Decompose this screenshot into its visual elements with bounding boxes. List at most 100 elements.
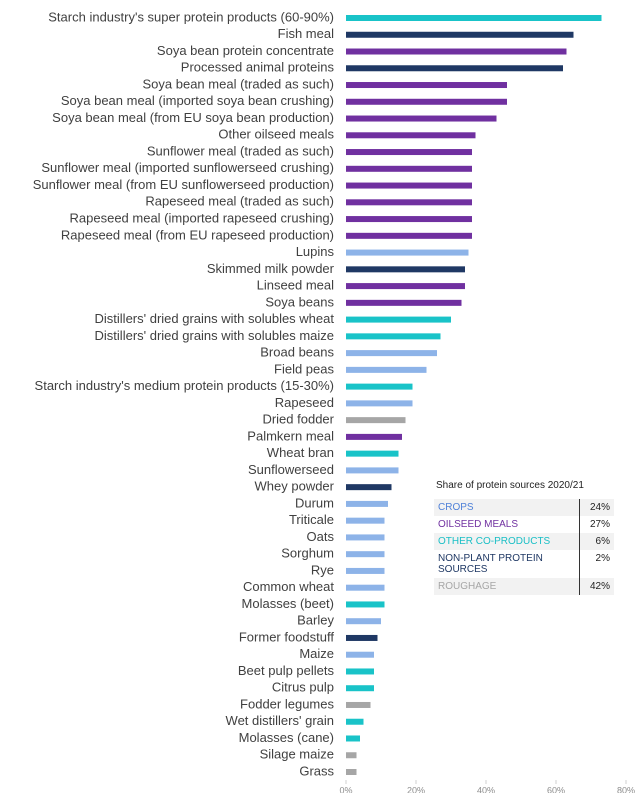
y-tick-label: Linseed meal [257,278,334,293]
y-tick-label: Dried fodder [262,412,334,427]
table-row: NON-PLANT PROTEIN SOURCES 2% [434,550,614,578]
bar [346,333,441,340]
bar [346,534,385,541]
bar [346,735,360,742]
source-cell: OILSEED MEALS [438,519,519,530]
bar [346,299,462,306]
y-tick-label: Silage maize [260,747,334,762]
share-cell: 24% [579,499,614,516]
bar [346,283,465,290]
bar [346,400,413,407]
y-tick-label: Beet pulp pellets [238,663,335,678]
y-tick-label: Barley [297,613,334,628]
y-tick-label: Oats [307,529,335,544]
y-tick-label: Durum [295,495,334,510]
source-cell: NON-PLANT PROTEIN SOURCES [438,553,543,575]
y-tick-label: Soya beans [265,294,334,309]
bar [346,467,399,474]
bar [346,115,497,122]
bar [346,65,563,72]
bar [346,752,357,759]
bar [346,249,469,256]
bar [346,383,413,390]
bar [346,266,465,273]
y-tick-label: Triticale [289,512,334,527]
y-tick-label: Soya bean meal (imported soya bean crush… [61,93,334,108]
y-tick-label: Field peas [274,361,334,376]
x-tick-label: 80% [617,785,635,793]
bar [346,15,602,21]
bar [346,232,472,239]
y-tick-label: Broad beans [260,345,334,360]
bar [346,634,378,641]
y-tick-label: Grass [299,763,334,778]
source-cell: ROUGHAGE [434,578,580,595]
y-tick-label: Starch industry's medium protein product… [35,378,334,393]
bar [346,668,374,675]
y-tick-label: Common wheat [243,579,334,594]
bar [346,484,392,491]
bar [346,31,574,38]
bar [346,132,476,139]
y-tick-label: Sunflower meal (from EU sunflowerseed pr… [33,177,334,192]
x-tick-label: 40% [477,785,495,793]
bar [346,216,472,223]
y-tick-label: Maize [299,646,334,661]
bar [346,618,381,625]
y-tick-label: Sunflowerseed [248,462,334,477]
bar [346,350,437,357]
bar [346,98,507,105]
table-title: Share of protein sources 2020/21 [436,480,584,491]
bar [346,149,472,156]
bar [346,517,385,524]
bar [346,718,364,725]
bar [346,165,472,172]
bar [346,651,374,658]
y-tick-label: Rapeseed meal (traded as such) [145,194,334,209]
y-tick-label: Soya bean protein concentrate [157,43,334,58]
table-row: ROUGHAGE 42% [434,578,614,595]
y-tick-label: Processed animal proteins [181,60,335,75]
bar [346,500,388,507]
y-tick-label: Former foodstuff [239,629,335,644]
bar [346,567,385,574]
bar [346,450,399,457]
bar [346,316,451,323]
y-tick-label: Palmkern meal [247,428,334,443]
share-cell: 42% [579,578,614,595]
y-tick-label: Rapeseed [275,395,334,410]
y-tick-label: Soya bean meal (traded as such) [143,76,335,91]
bar [346,366,427,373]
bar [346,769,357,775]
y-tick-label: Fish meal [278,26,334,41]
y-tick-label: Other oilseed meals [218,127,334,142]
bar [346,182,472,189]
y-tick-label: Sunflower meal (traded as such) [147,143,334,158]
y-tick-label: Wheat bran [267,445,334,460]
bar [346,417,406,424]
y-tick-label: Molasses (cane) [239,730,334,745]
y-tick-label: Lupins [296,244,335,259]
bar [346,701,371,708]
y-tick-label: Molasses (beet) [242,596,334,611]
y-tick-label: Distillers' dried grains with solubles w… [95,311,335,326]
y-tick-label: Sunflower meal (imported sunflowerseed c… [41,160,334,175]
table-row: CROPS 24% [434,499,614,516]
y-tick-label: Distillers' dried grains with solubles m… [95,328,334,343]
bar [346,601,385,608]
y-tick-label: Citrus pulp [272,680,334,695]
y-tick-label: Whey powder [255,479,335,494]
bar [346,48,567,55]
bar [346,199,472,206]
table-row: OILSEED MEALS 27% [434,516,614,533]
x-tick-label: 20% [407,785,425,793]
share-cell: 2% [579,550,614,578]
y-tick-label: Rapeseed meal (imported rapeseed crushin… [70,211,334,226]
y-tick-label: Starch industry's super protein products… [48,9,334,24]
bar [346,433,402,440]
y-tick-label: Fodder legumes [240,696,334,711]
inset-table: Share of protein sources 2020/21 CROPS 24… [434,478,614,595]
y-tick-label: Wet distillers' grain [226,713,334,728]
x-tick-label: 0% [339,785,352,793]
